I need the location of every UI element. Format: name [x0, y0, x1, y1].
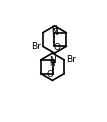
Text: Br: Br: [31, 42, 41, 51]
Text: O: O: [47, 70, 54, 79]
Text: H: H: [52, 25, 57, 34]
Text: O: O: [53, 43, 60, 52]
Text: N: N: [49, 56, 56, 65]
Text: N: N: [51, 28, 58, 37]
Text: H: H: [50, 59, 55, 68]
Text: Br: Br: [66, 55, 76, 64]
